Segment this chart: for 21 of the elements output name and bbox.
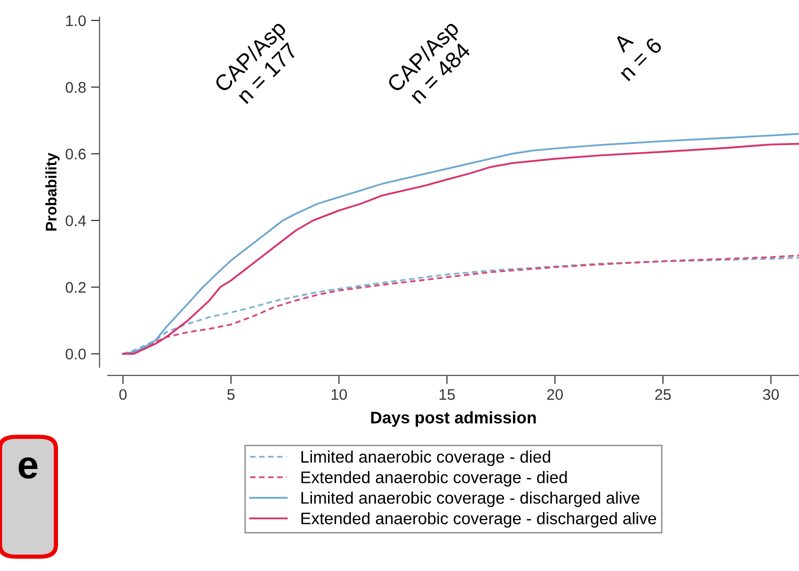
text: e <box>18 457 38 479</box>
y-tick-label: 0.2 <box>66 282 86 293</box>
y-tick-label: 0.8 <box>66 82 86 93</box>
y-tick-label: 0.6 <box>66 148 86 160</box>
legend-label: Extended anaerobic coverage - died <box>301 471 567 487</box>
x-tick-label: 0 <box>119 389 127 400</box>
y-tick-label: 0.4 <box>66 215 86 226</box>
annotation: A n = 6 <box>612 32 663 82</box>
legend-label: Limited anaerobic coverage - died <box>301 450 550 466</box>
legend-label: Extended anaerobic coverage - discharged alive <box>301 512 656 528</box>
x-tick-label: 25 <box>655 389 671 400</box>
x-tick-label: 15 <box>440 389 455 400</box>
y-tick-label: 1.0 <box>66 15 86 26</box>
x-axis-title: Days post admission <box>371 411 536 427</box>
x-tick-label: 30 <box>763 389 779 400</box>
x-tick-label: 20 <box>547 389 563 400</box>
x-tick-label: 5 <box>227 389 235 400</box>
x-tick-label: 10 <box>332 389 347 400</box>
y-axis-title: Probability <box>45 152 60 231</box>
y-tick-label: 0.0 <box>66 348 86 360</box>
legend-label: Limited anaerobic coverage - discharged alive <box>301 492 640 508</box>
